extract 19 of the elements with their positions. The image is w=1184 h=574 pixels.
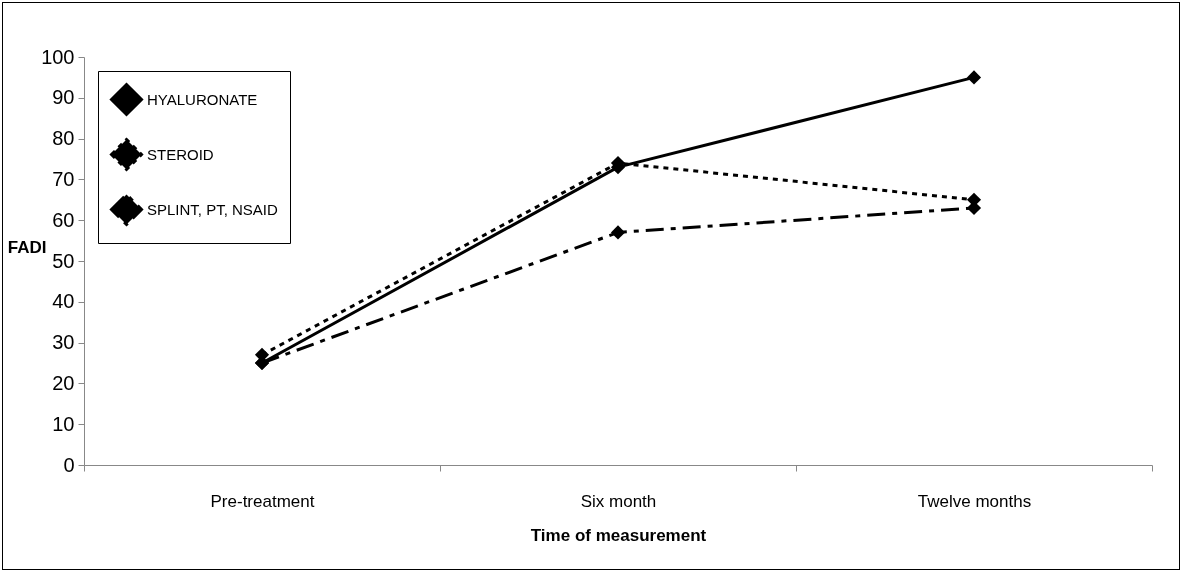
legend-label: STEROID [147,145,214,163]
y-tick-label: 100 [41,45,75,68]
y-axis-title: FADI [7,237,47,257]
y-tick-label: 20 [52,371,75,394]
y-tick-label: 0 [63,453,75,476]
y-tick-label: 80 [52,127,75,150]
y-tick-label: 10 [52,412,75,435]
x-tick-label: Six month [580,491,657,511]
x-axis-title: Time of measurement [530,525,707,545]
y-tick-label: 40 [52,290,75,313]
legend-label: HYALURONATE [147,90,258,108]
y-tick-label: 60 [52,208,75,231]
x-tick-label: Pre-treatment [210,491,315,511]
y-tick-label: 70 [52,167,75,190]
y-tick-label: 30 [52,331,75,354]
x-tick-label: Twelve months [917,491,1032,511]
y-tick-label: 50 [52,249,75,272]
y-tick-label: 90 [52,86,75,109]
legend-label: SPLINT, PT, NSAID [147,200,279,218]
